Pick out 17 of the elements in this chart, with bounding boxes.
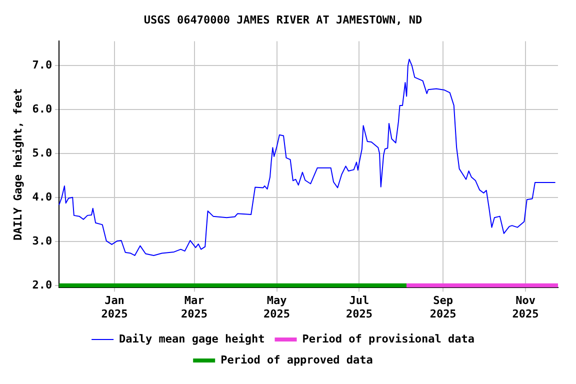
x-tick-label: Jul 2025 bbox=[346, 294, 372, 320]
y-tick-label: 2.0 bbox=[32, 278, 52, 292]
x-tick-label: May 2025 bbox=[264, 294, 290, 320]
y-tick-label: 5.0 bbox=[32, 146, 52, 160]
x-tick-label: Mar 2025 bbox=[181, 294, 208, 320]
y-tick-label: 6.0 bbox=[32, 102, 52, 116]
x-tick-label: Sep 2025 bbox=[430, 294, 456, 320]
legend-label: Period of provisional data bbox=[302, 332, 474, 346]
y-tick-label: 3.0 bbox=[32, 234, 52, 248]
y-tick-label: 4.0 bbox=[32, 190, 52, 204]
x-tick-label: Jan 2025 bbox=[101, 294, 128, 320]
chart-title: USGS 06470000 JAMES RIVER AT JAMESTOWN, ND bbox=[144, 13, 422, 26]
y-axis-title: DAILY Gage height, feet bbox=[11, 88, 24, 241]
legend-label: Period of approved data bbox=[220, 353, 373, 366]
y-tick-label: 7.0 bbox=[32, 58, 52, 72]
legend-label: Daily mean gage height bbox=[119, 332, 265, 346]
x-tick-label: Nov 2025 bbox=[512, 294, 539, 320]
